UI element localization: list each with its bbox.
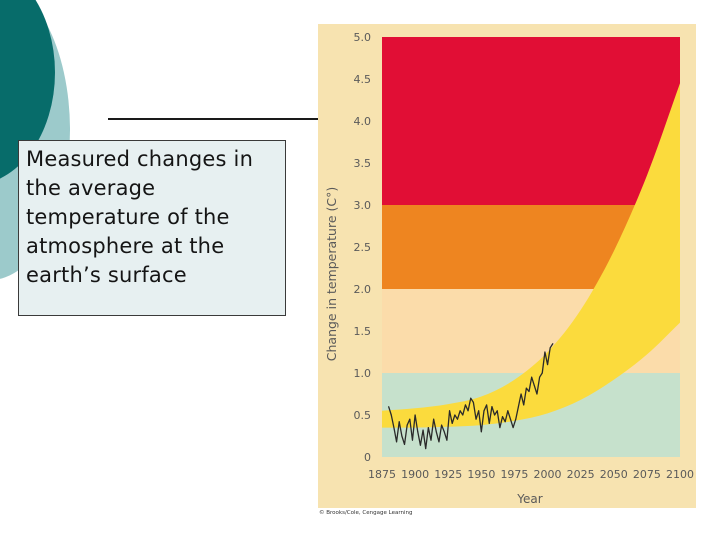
measured-point [523, 404, 525, 406]
measured-point [427, 427, 429, 429]
measured-point [425, 448, 427, 450]
measured-point [502, 416, 504, 418]
measured-point [388, 406, 390, 408]
measured-point [552, 343, 554, 345]
measured-point [456, 418, 458, 420]
measured-point [459, 410, 461, 412]
measured-point [528, 390, 530, 392]
measured-point [480, 431, 482, 433]
x-tick-label: 1900 [401, 468, 429, 481]
measured-point [438, 441, 440, 443]
measured-point [451, 422, 453, 424]
y-tick-label: 5.0 [354, 31, 372, 44]
measured-point [398, 421, 400, 423]
y-tick-label: 2.5 [354, 241, 372, 254]
x-tick-label: 1975 [500, 468, 528, 481]
y-tick-label: 1.0 [354, 367, 372, 380]
measured-point [441, 424, 443, 426]
temperature-chart: 0 0.5 1.0 1.5 2.0 2.5 3.0 3.5 4.0 4.5 5.0 1875 1900… [324, 31, 694, 506]
measured-point [472, 401, 474, 403]
measured-point [483, 410, 485, 412]
measured-series-group [388, 343, 554, 450]
projection-band [382, 83, 680, 428]
measured-point [512, 427, 514, 429]
measured-point [478, 410, 480, 412]
measured-point [531, 376, 533, 378]
x-tick-label: 2075 [633, 468, 661, 481]
measured-point [536, 393, 538, 395]
measured-point [411, 439, 413, 441]
measured-point [443, 431, 445, 433]
y-tick-label: 1.5 [354, 325, 372, 338]
measured-point [539, 376, 541, 378]
y-axis-label: Change in temperature (C°) [324, 187, 339, 361]
measured-point [435, 431, 437, 433]
title-underline [108, 118, 330, 120]
measured-point [525, 387, 527, 389]
x-tick-label: 2050 [600, 468, 628, 481]
y-tick-label: 2.0 [354, 283, 372, 296]
x-tick-label: 1950 [467, 468, 495, 481]
measured-point [414, 414, 416, 416]
measured-point [462, 414, 464, 416]
measured-point [547, 364, 549, 366]
x-tick-label: 2100 [666, 468, 694, 481]
temperature-band-3 [382, 37, 680, 205]
measured-point [549, 347, 551, 349]
measured-point [417, 431, 419, 433]
x-tick-label: 2000 [534, 468, 562, 481]
measured-point [430, 439, 432, 441]
measured-point [488, 422, 490, 424]
measured-point [464, 404, 466, 406]
measured-point [486, 404, 488, 406]
x-axis-label: Year [516, 492, 542, 506]
projection-band-group [382, 83, 680, 428]
measured-point [401, 435, 403, 437]
measured-point [419, 444, 421, 446]
y-tick-label: 0.5 [354, 409, 372, 422]
measured-point [449, 410, 451, 412]
measured-point [475, 418, 477, 420]
y-tick-label: 0 [364, 451, 371, 464]
caption-textbox: Measured changes in the average temperat… [18, 140, 286, 316]
measured-point [422, 429, 424, 431]
measured-point [406, 424, 408, 426]
measured-point [494, 414, 496, 416]
measured-point [520, 393, 522, 395]
measured-point [491, 406, 493, 408]
measured-point [533, 385, 535, 387]
y-tick-label: 4.0 [354, 115, 372, 128]
measured-point [454, 414, 456, 416]
x-tick-label: 1925 [434, 468, 462, 481]
x-tick-label: 1875 [368, 468, 396, 481]
measured-point [544, 351, 546, 353]
measured-point [433, 418, 435, 420]
measured-point [390, 414, 392, 416]
caption-text: Measured changes in the average temperat… [26, 147, 254, 287]
measured-point [515, 418, 517, 420]
y-tick-label: 4.5 [354, 73, 372, 86]
measured-point [496, 410, 498, 412]
measured-point [467, 410, 469, 412]
measured-point [396, 441, 398, 443]
measured-point [517, 406, 519, 408]
x-tick-labels: 1875 1900 1925 1950 1975 2000 2025 2050 2075 2100 [368, 468, 694, 481]
measured-point [509, 418, 511, 420]
measured-point [409, 418, 411, 420]
y-tick-label: 3.0 [354, 199, 372, 212]
x-tick-label: 2025 [567, 468, 595, 481]
measured-point [404, 443, 406, 445]
measured-point [393, 427, 395, 429]
measured-point [499, 427, 501, 429]
copyright-notice: © Brooks/Cole, Cengage Learning [319, 510, 413, 516]
measured-point [541, 372, 543, 374]
measured-point [507, 410, 509, 412]
y-tick-labels: 0 0.5 1.0 1.5 2.0 2.5 3.0 3.5 4.0 4.5 5.0 [354, 31, 372, 464]
measured-point [504, 421, 506, 423]
y-tick-label: 3.5 [354, 157, 372, 170]
measured-point [470, 397, 472, 399]
measured-point [446, 439, 448, 441]
